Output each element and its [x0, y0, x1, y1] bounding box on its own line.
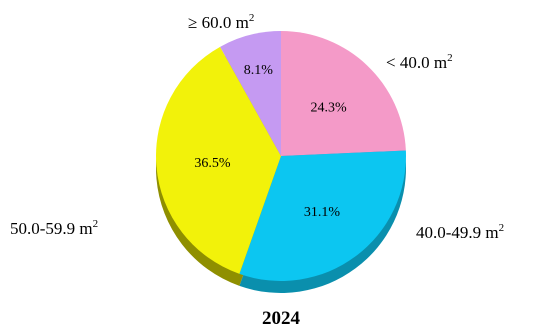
pie-slice-0: [281, 31, 406, 156]
category-label-0: < 40.0 m2: [386, 52, 453, 72]
slice-value-label-0: 24.3%: [310, 100, 347, 115]
chart-title: 2024: [262, 308, 301, 329]
slice-value-labels: 24.3% 31.1% 36.5% 8.1%: [194, 63, 347, 220]
category-labels: < 40.0 m2 40.0-49.9 m2 50.0-59.9 m2 ≥ 60.0 …: [10, 12, 504, 242]
slice-value-label-2: 36.5%: [194, 156, 231, 171]
category-label-3: ≥ 60.0 m2: [188, 12, 254, 32]
pie-slice-3: [220, 31, 281, 156]
category-label-2: 50.0-59.9 m2: [10, 218, 98, 238]
pie-slices: [155, 31, 406, 281]
slice-value-label-3: 8.1%: [244, 63, 274, 78]
pie-slice-1: [239, 150, 406, 281]
category-label-1: 40.0-49.9 m2: [416, 222, 504, 242]
slice-value-label-1: 31.1%: [304, 205, 341, 220]
pie-slice-2: [155, 46, 281, 274]
